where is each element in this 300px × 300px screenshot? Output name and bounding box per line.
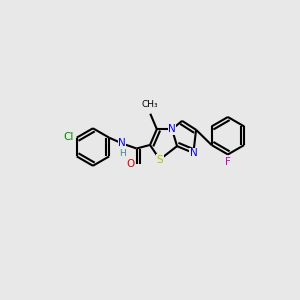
- Text: S: S: [157, 154, 163, 164]
- Text: F: F: [225, 157, 231, 166]
- Text: H: H: [119, 149, 125, 158]
- Text: O: O: [127, 159, 135, 169]
- Text: N: N: [168, 124, 176, 134]
- Text: CH₃: CH₃: [142, 100, 159, 109]
- Text: Cl: Cl: [63, 132, 74, 142]
- Text: N: N: [118, 139, 126, 148]
- Text: N: N: [190, 148, 197, 158]
